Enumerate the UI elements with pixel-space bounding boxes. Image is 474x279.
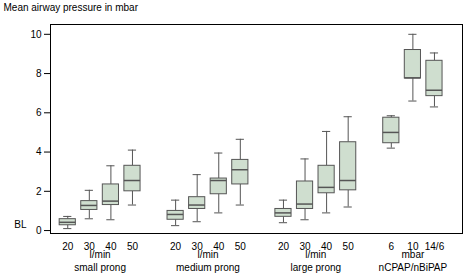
svg-text:30: 30 [83,240,95,252]
svg-text:50: 50 [343,241,355,252]
svg-text:BL: BL [14,219,27,230]
svg-text:l/min: l/min [305,249,326,260]
svg-text:4: 4 [36,146,42,157]
svg-text:small prong: small prong [74,262,126,273]
svg-text:50: 50 [235,241,247,252]
svg-text:40: 40 [105,240,117,252]
svg-text:20: 20 [170,241,182,252]
svg-text:medium prong: medium prong [176,262,240,273]
svg-text:30: 30 [299,240,311,252]
svg-text:6: 6 [389,241,395,252]
svg-text:l/min: l/min [197,249,218,260]
svg-text:10: 10 [407,240,419,252]
svg-text:14/6: 14/6 [425,241,445,252]
svg-text:2: 2 [36,186,42,197]
svg-text:6: 6 [36,107,42,118]
svg-text:10: 10 [30,29,42,40]
svg-text:20: 20 [62,241,74,252]
svg-text:50: 50 [127,241,139,252]
svg-text:mbar: mbar [401,249,424,260]
svg-text:30: 30 [191,240,203,252]
svg-text:0: 0 [36,225,42,236]
svg-text:Mean airway pressure in mbar: Mean airway pressure in mbar [4,2,139,13]
svg-text:20: 20 [278,241,290,252]
svg-text:8: 8 [36,68,42,79]
svg-text:40: 40 [213,240,225,252]
svg-text:large prong: large prong [291,262,342,273]
svg-text:l/min: l/min [90,249,111,260]
svg-text:40: 40 [321,240,333,252]
svg-text:nCPAP/nBiPAP: nCPAP/nBiPAP [379,262,448,273]
